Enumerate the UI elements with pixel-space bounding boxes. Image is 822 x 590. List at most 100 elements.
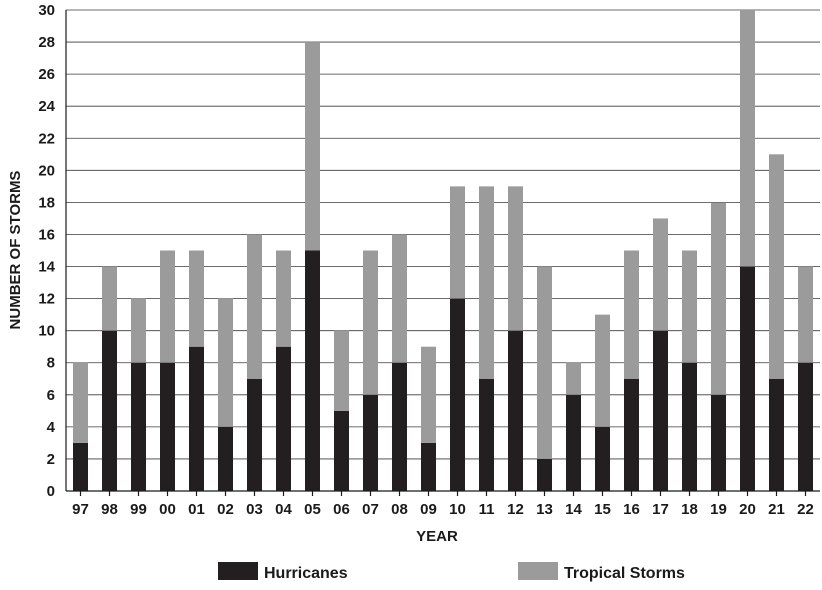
x-tick-label: 20: [739, 501, 756, 518]
y-tick-label: 24: [38, 98, 55, 115]
x-tick-label: 09: [420, 501, 437, 518]
bar-tropical-storms: [740, 10, 755, 267]
bar-tropical-storms: [189, 250, 204, 347]
bar-tropical-storms: [711, 202, 726, 395]
legend: Hurricanes Tropical Storms: [218, 562, 685, 582]
axes: [65, 10, 820, 496]
y-tick-label: 14: [38, 259, 55, 276]
x-tick-label: 15: [594, 501, 611, 518]
y-axis-title: NUMBER OF STORMS: [7, 171, 24, 330]
x-tick-label: 10: [449, 501, 466, 518]
bar-tropical-storms: [305, 42, 320, 251]
bar-hurricanes: [450, 298, 465, 491]
x-tick-labels: 97 98 99 00 01 02 03 04 05 06 07 08 09 10 11 12 13 14 15 16…: [72, 501, 814, 518]
x-tick-label: 99: [130, 501, 147, 518]
bar-hurricanes: [363, 394, 378, 491]
bar-hurricanes: [740, 266, 755, 491]
bar-hurricanes: [160, 362, 175, 491]
x-tick-label: 13: [536, 501, 553, 518]
bar-tropical-storms: [102, 266, 117, 331]
bar-hurricanes: [479, 378, 494, 491]
bar-tropical-storms: [363, 250, 378, 395]
bar-tropical-storms: [421, 346, 436, 443]
bar-hurricanes: [218, 426, 233, 491]
bar-hurricanes: [711, 394, 726, 491]
y-tick-label: 30: [38, 2, 55, 19]
bar-tropical-storms: [566, 362, 581, 395]
y-tick-label: 18: [38, 194, 55, 211]
bar-hurricanes: [624, 378, 639, 491]
bar-hurricanes: [595, 426, 610, 491]
bar-tropical-storms: [508, 186, 523, 331]
bar-hurricanes: [131, 362, 146, 491]
bar-tropical-storms: [537, 266, 552, 459]
x-tick-label: 01: [188, 501, 205, 518]
bar-hurricanes: [392, 362, 407, 491]
x-tick-label: 03: [246, 501, 263, 518]
legend-label-tropical-storms: Tropical Storms: [564, 565, 685, 582]
y-tick-label: 4: [47, 419, 56, 436]
bar-hurricanes: [653, 330, 668, 491]
y-tick-label: 22: [38, 130, 55, 147]
bar-hurricanes: [276, 346, 291, 491]
x-tick-label: 98: [101, 501, 118, 518]
bar-tropical-storms: [276, 250, 291, 347]
legend-swatch-hurricanes: [218, 562, 258, 580]
x-tick-label: 97: [72, 501, 89, 518]
x-tick-label: 07: [362, 501, 379, 518]
x-tick-label: 05: [304, 501, 321, 518]
bar-tropical-storms: [131, 298, 146, 363]
bar-tropical-storms: [334, 330, 349, 411]
bar-hurricanes: [537, 458, 552, 491]
y-tick-label: 16: [38, 226, 55, 243]
bar-tropical-storms: [73, 362, 88, 443]
x-tick-label: 04: [275, 501, 292, 518]
bar-tropical-storms: [479, 186, 494, 379]
x-axis-title: YEAR: [416, 528, 458, 545]
bar-tropical-storms: [247, 234, 262, 379]
x-tick-label: 19: [710, 501, 727, 518]
x-tick-label: 21: [768, 501, 785, 518]
x-tick-label: 16: [623, 501, 640, 518]
bar-tropical-storms: [218, 298, 233, 427]
y-tick-label: 20: [38, 162, 55, 179]
gridlines: [66, 9, 820, 460]
x-tick-label: 12: [507, 501, 524, 518]
bar-hurricanes: [421, 442, 436, 491]
y-tick-label: 8: [47, 355, 55, 372]
x-tick-label: 02: [217, 501, 234, 518]
bar-tropical-storms: [595, 314, 610, 427]
y-tick-label: 0: [47, 483, 55, 500]
bar-hurricanes: [682, 362, 697, 491]
bar-hurricanes: [73, 442, 88, 491]
bar-tropical-storms: [653, 218, 668, 331]
bar-hurricanes: [247, 378, 262, 491]
x-tick-label: 08: [391, 501, 408, 518]
x-tick-label: 11: [479, 501, 495, 518]
bar-tropical-storms: [392, 234, 407, 363]
y-tick-label: 6: [47, 387, 55, 404]
y-tick-label: 10: [38, 323, 55, 340]
x-tick-label: 06: [333, 501, 350, 518]
bar-tropical-storms: [624, 250, 639, 379]
y-tick-label: 12: [38, 291, 55, 308]
x-tick-label: 00: [159, 501, 176, 518]
bar-hurricanes: [189, 346, 204, 491]
bars: [73, 10, 813, 491]
bar-hurricanes: [566, 394, 581, 491]
bar-hurricanes: [508, 330, 523, 491]
bar-tropical-storms: [160, 250, 175, 363]
x-tick-label: 14: [565, 501, 582, 518]
bar-hurricanes: [769, 378, 784, 491]
bar-hurricanes: [305, 250, 320, 491]
bar-tropical-storms: [769, 154, 784, 379]
bar-hurricanes: [798, 362, 813, 491]
y-tick-label: 28: [38, 34, 55, 51]
bar-tropical-storms: [450, 186, 465, 299]
y-tick-label: 2: [47, 451, 55, 468]
bar-tropical-storms: [682, 250, 697, 363]
bar-hurricanes: [334, 410, 349, 491]
